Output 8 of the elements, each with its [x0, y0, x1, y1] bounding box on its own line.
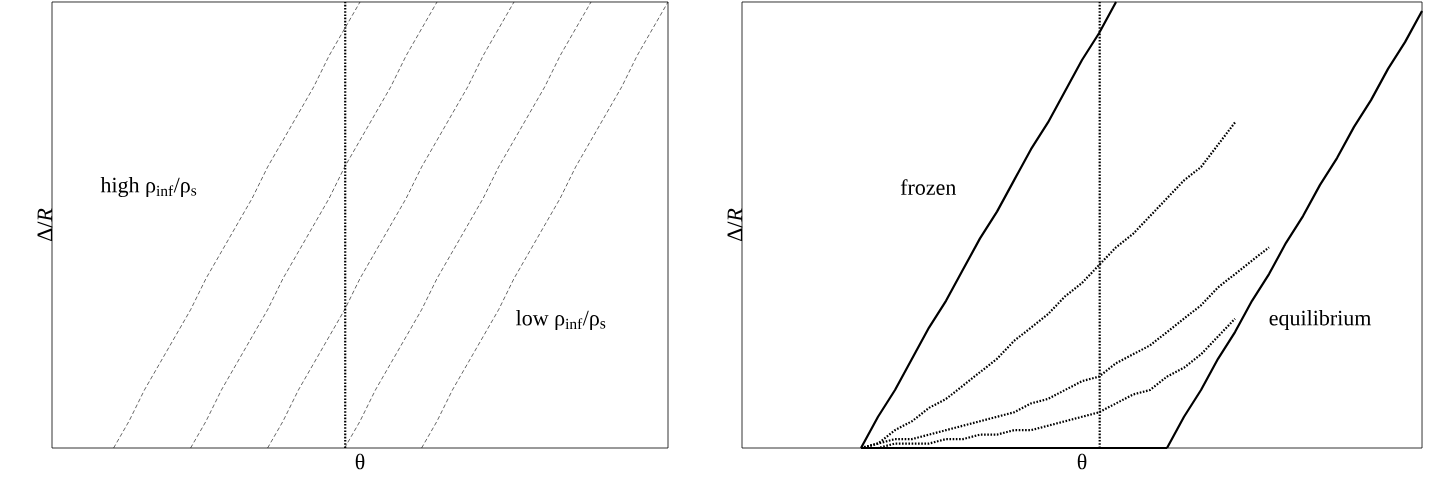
annotation: frozen — [900, 179, 957, 195]
annotation: high ρ$_{inf}$/ρ$_{s}$ — [100, 177, 197, 198]
annotation: equilibrium — [1269, 310, 1372, 330]
x-axis-title: θ — [355, 453, 365, 470]
y-axis-title: Δ/R — [727, 208, 743, 241]
y-axis-title: Δ/R — [37, 208, 53, 241]
x-axis-title: θ — [1077, 453, 1087, 470]
annotation: low ρ$_{inf}$/ρ$_{s}$ — [516, 310, 606, 330]
